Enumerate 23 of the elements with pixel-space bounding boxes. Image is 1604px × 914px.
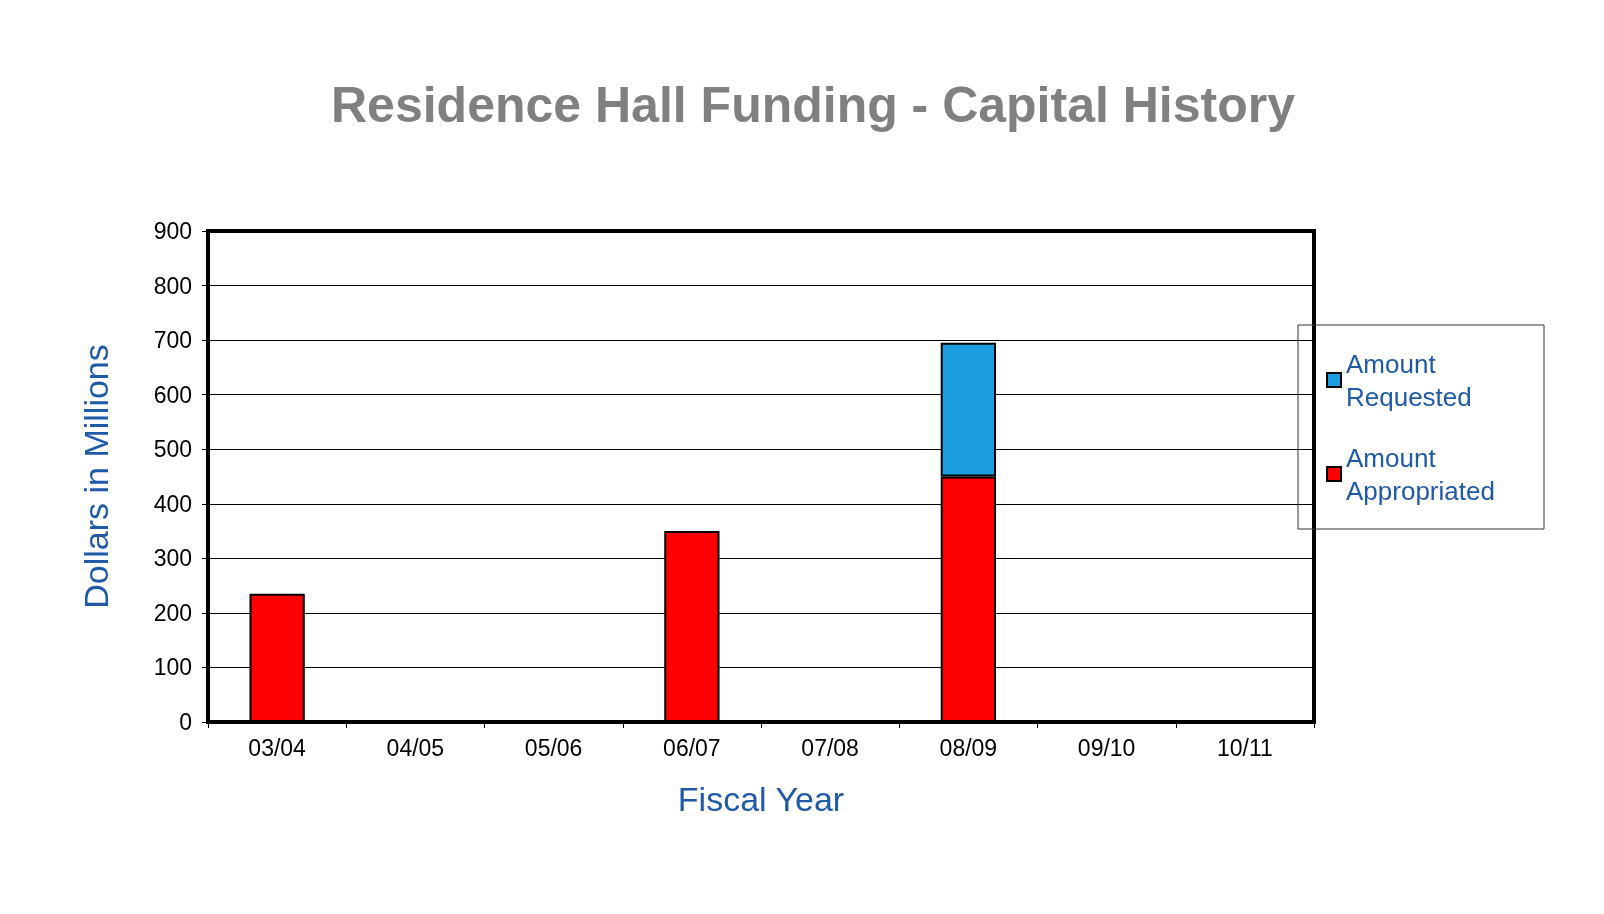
legend-label: Amount Appropriated [1346,442,1495,506]
x-tick-label: 09/10 [1077,734,1136,761]
chart-title: Residence Hall Funding - Capital History [330,77,1296,133]
x-tick-label: 08/09 [939,734,998,761]
y-tick-label: 600 [153,381,192,408]
y-tick-label: 100 [153,654,192,681]
x-tick-label: 10/11 [1216,734,1273,761]
y-tick-label: 700 [153,327,192,354]
y-tick-label: 200 [153,599,192,626]
x-tick-label: 04/05 [386,734,445,761]
y-tick-label: 900 [153,218,192,244]
y-tick-label: 400 [153,490,192,517]
x-axis-title: Fiscal Year [677,780,845,818]
y-tick-label: 0 [179,709,192,735]
x-tick-label: 06/07 [663,734,721,761]
y-tick-label: 500 [153,436,192,463]
y-tick-label: 300 [153,545,192,572]
legend-label: Amount Requested [1346,348,1472,412]
y-tick-label: 800 [153,272,192,299]
x-tick-label: 07/08 [801,734,859,761]
x-tick-label: 03/04 [248,734,307,761]
x-tick-label: 05/06 [524,734,583,761]
y-axis-title: Dollars in Millions [77,344,115,609]
